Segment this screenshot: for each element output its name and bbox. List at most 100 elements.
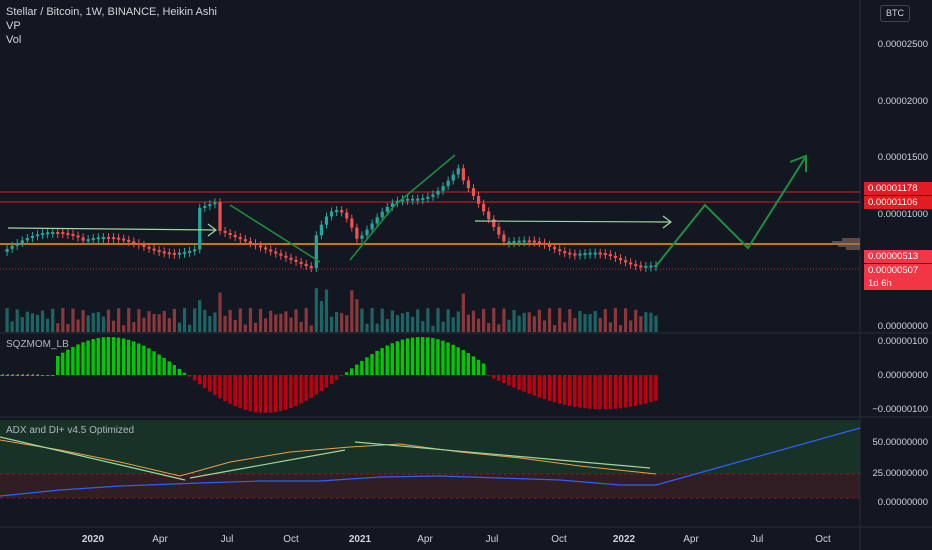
volume-bar: [411, 316, 415, 332]
candle-body: [193, 249, 197, 252]
candle-body: [497, 226, 501, 235]
candle-body: [380, 211, 384, 218]
volume-bar: [61, 308, 65, 332]
volume-bar: [208, 316, 212, 332]
squeeze-bar: [228, 375, 232, 404]
volume-bar: [421, 321, 425, 332]
volume-bar: [618, 325, 623, 332]
squeeze-bar: [0, 375, 4, 376]
volume-bar: [436, 308, 440, 332]
squeeze-bar: [431, 338, 435, 375]
candle-body: [71, 233, 75, 236]
volume-bar: [578, 311, 582, 332]
volume-bar: [466, 314, 471, 332]
candle-body: [81, 237, 85, 241]
candle-body: [482, 203, 486, 212]
candle-body: [213, 202, 217, 205]
squeeze-bar: [208, 375, 212, 392]
squeeze-bar: [552, 375, 557, 403]
candle-body: [228, 232, 232, 236]
volume-bar: [127, 308, 131, 332]
candle-body: [86, 239, 90, 242]
volume-bar: [441, 321, 445, 332]
volume-bar: [66, 324, 70, 332]
candle-body: [294, 259, 298, 262]
squeeze-bar: [334, 375, 339, 381]
squeeze-bar: [527, 375, 531, 394]
vp-indicator-label[interactable]: VP: [6, 20, 21, 32]
price-axis-label: 0.00002500: [877, 39, 928, 50]
price-tag-resistance-high: 0.00001178: [864, 182, 932, 195]
candle-body: [167, 252, 171, 255]
squeeze-bar: [344, 372, 349, 375]
currency-badge[interactable]: BTC: [880, 5, 910, 22]
candle-body: [340, 210, 344, 213]
candle-body: [274, 251, 278, 254]
candle-body: [172, 252, 176, 255]
volume-bar: [294, 309, 298, 332]
squeeze-bar: [187, 375, 192, 377]
volume-bar: [395, 315, 400, 332]
squeeze-bar: [426, 337, 430, 375]
volume-bar: [522, 312, 526, 332]
vol-indicator-label[interactable]: Vol: [6, 34, 22, 46]
volume-bar: [81, 310, 85, 332]
squeeze-dot: [22, 374, 24, 376]
candle-body: [132, 241, 136, 244]
volume-bar: [274, 314, 278, 332]
volume-bar: [639, 316, 643, 332]
squeeze-bar: [243, 375, 247, 410]
candle-body: [96, 237, 100, 240]
squeeze-bar: [223, 375, 227, 402]
candle-body: [15, 243, 19, 246]
squeeze-bar: [213, 375, 217, 396]
squeeze-bar: [218, 375, 222, 399]
volume-bar: [451, 317, 455, 332]
squeeze-bar: [537, 375, 541, 398]
volume-bar: [558, 308, 562, 332]
volume-bar: [375, 323, 379, 332]
squeeze-bar: [486, 375, 491, 377]
candle-body: [466, 180, 471, 189]
candle-body: [284, 255, 288, 258]
candle-body: [329, 211, 334, 217]
volume-bar: [269, 310, 273, 332]
squeeze-bar: [202, 375, 207, 389]
squeeze-bar: [608, 375, 612, 410]
candle-body: [76, 235, 80, 238]
volume-bar: [86, 315, 90, 332]
candle-body: [593, 252, 597, 255]
candle-body: [66, 232, 70, 235]
adx-pane-title[interactable]: ADX and DI+ v4.5 Optimized: [6, 425, 135, 436]
symbol-legend[interactable]: Stellar / Bitcoin, 1W, BINANCE, Heikin A…: [6, 6, 217, 18]
candle-body: [223, 230, 227, 233]
volume-bar: [5, 308, 9, 332]
squeeze-bar: [329, 375, 334, 384]
time-axis-label: Oct: [551, 534, 567, 545]
squeeze-bar: [588, 375, 592, 409]
volume-bar: [405, 311, 410, 332]
squeeze-bar: [532, 375, 536, 396]
squeeze-pane-title[interactable]: SQZMOM_LB: [6, 339, 69, 350]
candle-body: [162, 251, 166, 254]
squeeze-bar: [542, 375, 547, 400]
volume-bar: [329, 316, 334, 332]
squeeze-axis-label: 0.00000000: [877, 370, 928, 381]
candle-body: [532, 240, 536, 243]
candle-body: [522, 240, 526, 243]
volume-bar: [416, 309, 420, 332]
candle-body: [512, 241, 516, 244]
price-axis-label: 0.00002000: [877, 96, 928, 107]
candle-body: [101, 237, 105, 240]
time-axis-label: Apr: [683, 534, 699, 545]
candle-body: [487, 211, 491, 220]
volume-bar: [324, 289, 329, 332]
candle-body: [258, 245, 263, 248]
volume-bar: [431, 325, 435, 332]
candle-body: [289, 257, 293, 260]
squeeze-axis-label: 0.00000100: [877, 336, 928, 347]
squeeze-bar: [573, 375, 577, 407]
squeeze-bar: [390, 343, 394, 375]
